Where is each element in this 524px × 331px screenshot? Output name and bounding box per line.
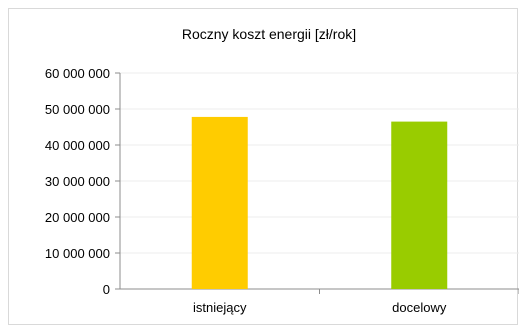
x-category-label: docelowy <box>392 300 447 315</box>
bar-1 <box>191 116 248 289</box>
bars <box>191 116 448 289</box>
bar-chart: Roczny koszt energii [zł/rok] 0 10 000 00… <box>45 26 519 315</box>
y-tick-label: 0 <box>103 282 110 297</box>
chart-frame: Roczny koszt energii [zł/rok] 0 10 000 00… <box>8 8 519 325</box>
gridlines <box>120 72 519 254</box>
y-tick-label: 20 000 000 <box>45 210 110 225</box>
y-tick-label: 10 000 000 <box>45 246 110 261</box>
y-tick-label: 60 000 000 <box>45 66 110 81</box>
y-tick-label: 50 000 000 <box>45 102 110 117</box>
y-tick-label: 30 000 000 <box>45 174 110 189</box>
labels: 0 10 000 000 20 000 000 30 000 000 40 000 00… <box>45 66 447 315</box>
chart-title: Roczny koszt energii [zł/rok] <box>182 26 356 42</box>
bar-2 <box>391 121 448 289</box>
y-tick-label: 40 000 000 <box>45 138 110 153</box>
x-category-label: istniejący <box>193 300 247 315</box>
axes <box>115 72 519 294</box>
